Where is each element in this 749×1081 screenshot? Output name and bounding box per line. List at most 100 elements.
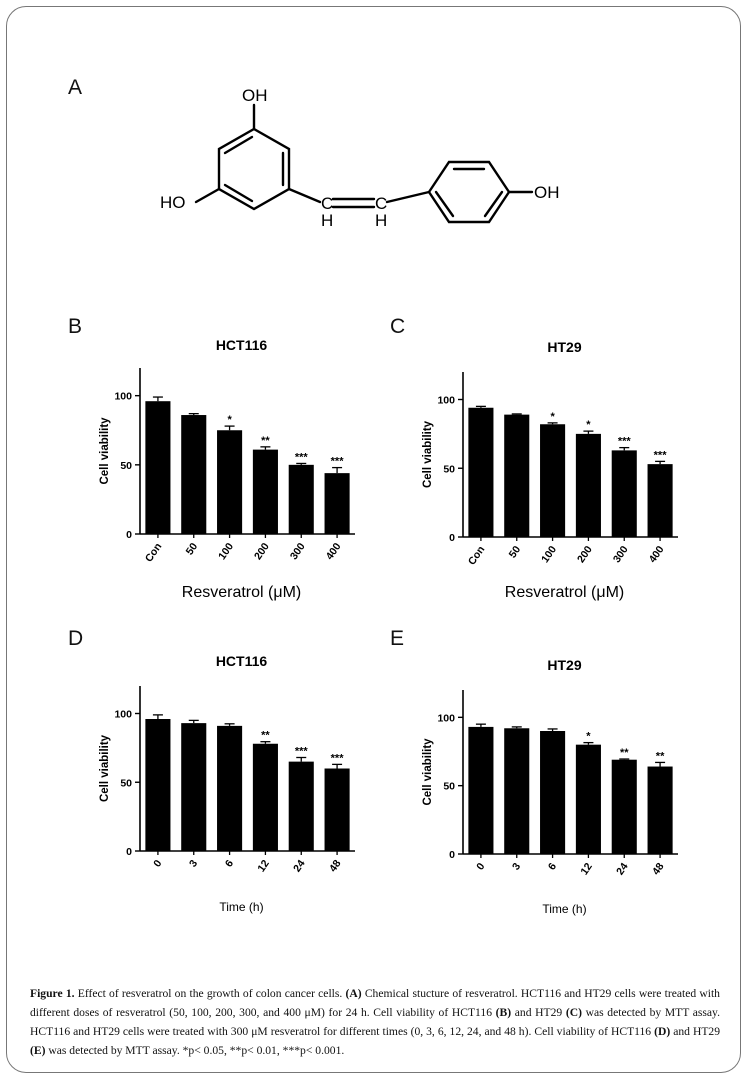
hydrogen-label-1: H [321,211,333,230]
chart-d-bar [217,725,243,851]
caption-ref-b: (B) [495,1006,512,1019]
chart-e-y-label: Cell viability [422,738,434,806]
resveratrol-structure: OH HO OH C C H H [160,86,560,230]
chart-e-bar [647,766,673,854]
chart-c-title: HT29 [547,339,581,355]
chart-d-y-tick-label: 50 [120,777,132,789]
chart-d-y-label: Cell viability [99,734,111,802]
chart-b-y-tick-label: 100 [114,391,132,403]
hydroxyl-label-top: OH [242,86,268,105]
chart-e-x-tick-label: 0 [474,861,487,873]
chart-e-bar [468,726,494,854]
chart-c-significance-label: * [550,411,555,423]
caption-text-6: was detected by MTT assay. *p< 0.05, **p… [45,1044,345,1057]
chart-c-significance-label: *** [618,436,632,448]
caption-text-2: Chemical stucture of resveratrol. HCT116… [30,987,720,1019]
chart-c-y-tick-label: 0 [449,532,455,544]
chart-b-y-tick-label: 0 [126,529,132,541]
chart-e-title: HT29 [547,657,581,673]
chart-e-y-tick-label: 50 [443,781,455,793]
chart-c-y-label: Cell viability [422,420,434,488]
chart-d-y-tick-label: 100 [114,709,132,721]
chart-b-bar [324,473,350,534]
caption-text-4: was detected by MTT assay. HCT116 and HT… [30,1006,720,1038]
caption-ref-e: (E) [30,1044,46,1057]
chart-e-y-tick-label: 0 [449,849,455,861]
figure-caption: Figure 1. Effect of resveratrol on the g… [30,984,720,1060]
chart-e-x-tick-label: 12 [578,861,595,878]
chart-e-x-tick-label: 48 [650,861,667,878]
chart-c-bar [611,450,637,537]
panel-label-d: D [68,627,84,650]
chart-c-significance-label: * [586,419,591,431]
chart-d-x-label: Time (h) [219,900,263,914]
caption-ref-c: (C) [565,1006,582,1019]
chart-e-significance-label: * [586,731,591,743]
panel-label-b: B [68,315,83,338]
chart-d-bar [288,761,314,851]
chart-b-significance-label: ** [261,435,270,447]
chart-b-bar [288,464,314,534]
chart-d-x-tick-label: 3 [187,858,200,870]
chart-d-significance-label: ** [261,730,270,742]
chart-b-significance-label: *** [295,451,309,463]
chart-b-bar [252,449,278,534]
chart-d-bar [145,719,171,851]
chart-c-x-label: Resveratrol (μM) [505,584,624,601]
chart-d-title: HCT116 [216,653,268,669]
hydrogen-label-2: H [375,211,387,230]
chart-b-bar [217,430,243,534]
chart-c-bar [468,407,494,537]
hydroxyl-label-right: OH [534,183,560,202]
chart-c-bar [504,414,530,537]
carbon-label-2: C [375,194,387,213]
chart-b-bar [145,401,171,534]
panel-label-a: A [68,76,83,99]
chart-c-bar [647,464,673,537]
chart-e-bar [504,728,530,854]
caption-text-3: and HT29 [511,1006,566,1019]
chart-b-bar [181,415,207,534]
chart-c-bar [575,433,601,537]
chart-d-bar [252,743,278,851]
caption-figure-label: Figure 1. [30,987,75,1000]
chart-d-bar [324,768,350,851]
chart-d-significance-label: *** [331,752,345,764]
chart-b-x-label: Resveratrol (μM) [182,584,301,601]
caption-text-1: Effect of resveratrol on the growth of c… [74,987,346,1000]
chart-e-x-tick-label: 6 [546,861,559,873]
chart-c-bar [540,424,566,537]
caption-text-5: and HT29 [670,1025,720,1038]
chart-b-significance-label: * [227,414,232,426]
chart-b-y-label: Cell viability [99,417,111,485]
chart-e-bar [575,744,601,854]
chart-e-x-label: Time (h) [542,902,586,916]
figure-frame [6,6,741,1073]
chart-c-y-tick-label: 100 [437,395,455,407]
chart-e-x-tick-label: 3 [510,861,523,873]
panel-label-c: C [390,315,406,338]
chart-e-significance-label: ** [620,747,629,759]
chart-e-y-tick-label: 100 [437,712,455,724]
chart-c-y-tick-label: 50 [443,463,455,475]
carbon-label-1: C [321,194,333,213]
caption-ref-d: (D) [654,1025,671,1038]
chart-e-bar [540,731,566,854]
chart-e-x-tick-label: 24 [614,861,631,878]
chart-d-x-tick-label: 6 [223,858,236,870]
chart-d-significance-label: *** [295,746,309,758]
chart-e-significance-label: ** [656,750,665,762]
panel-label-e: E [390,627,405,650]
chart-d-y-tick-label: 0 [126,846,132,858]
chart-b-y-tick-label: 50 [120,460,132,472]
chart-c-significance-label: *** [654,449,668,461]
chart-e-bar [611,759,637,854]
hydroxyl-label-left: HO [160,193,186,212]
chart-d-x-tick-label: 0 [151,858,164,870]
left-benzene-ring [217,127,291,211]
caption-ref-a: (A) [345,987,362,1000]
